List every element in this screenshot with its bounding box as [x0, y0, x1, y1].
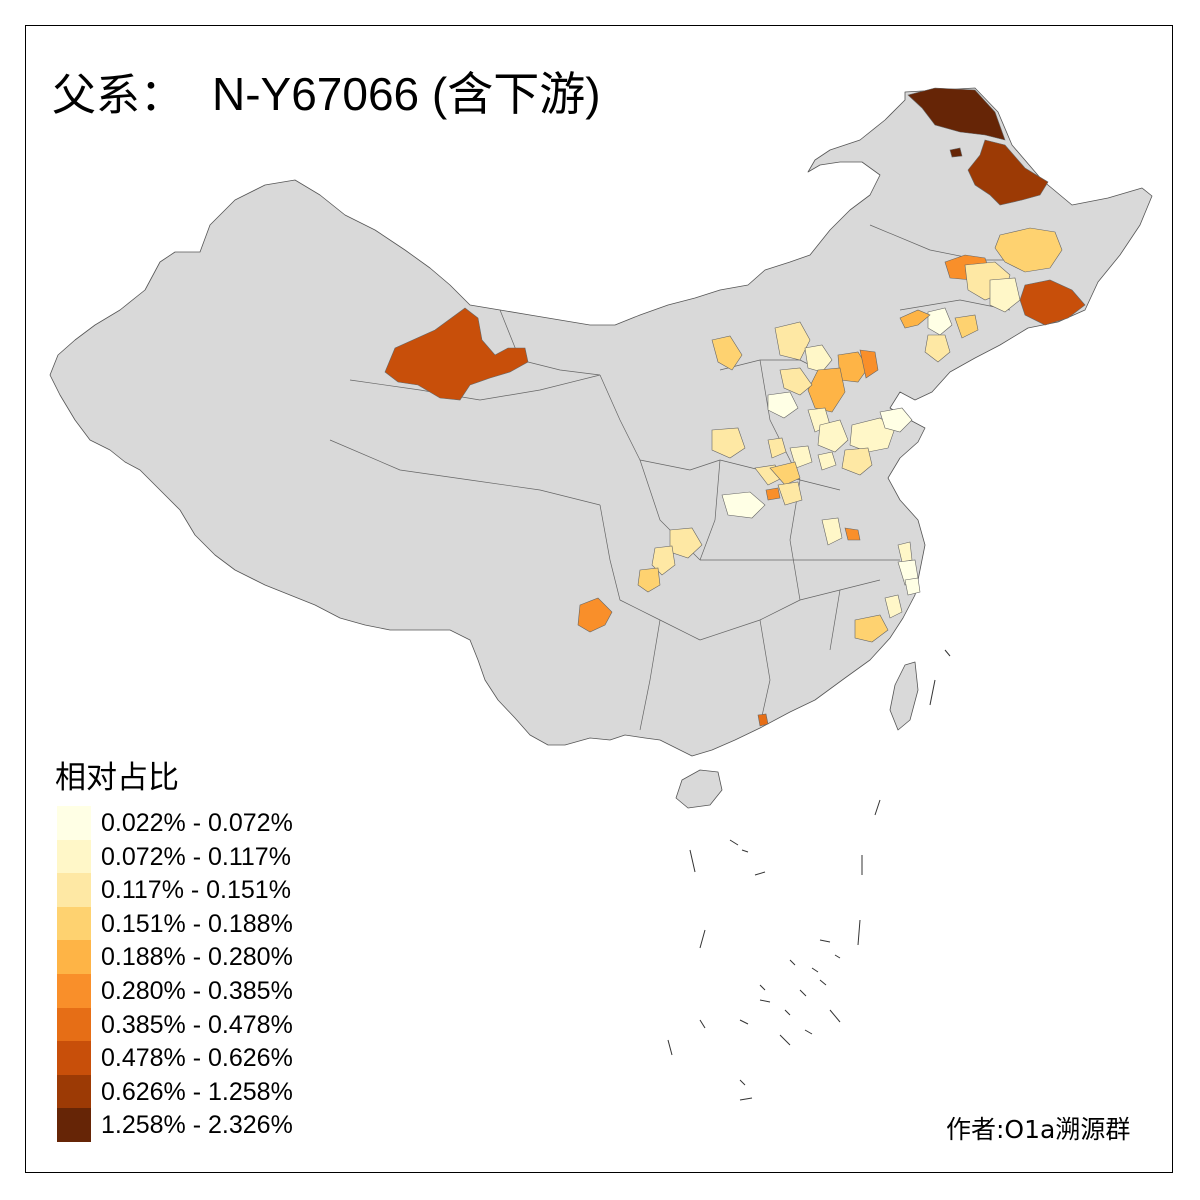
legend-label: 0.626% - 1.258% — [101, 1077, 293, 1106]
country-base — [49, 87, 1153, 809]
region-datong — [767, 391, 799, 419]
region-qinhuangdao — [859, 349, 879, 379]
region-wenzhou — [884, 594, 903, 619]
region-xinyang — [821, 517, 843, 546]
legend-label: 0.072% - 0.117% — [101, 842, 291, 871]
legend-label: 0.188% - 0.280% — [101, 943, 293, 972]
region-tangshan — [807, 367, 846, 413]
legend-swatch — [57, 839, 91, 874]
page-title: 父系： N-Y67066 (含下游) — [52, 58, 601, 124]
title-haplogroup: N-Y67066 (含下游) — [212, 68, 601, 120]
region-baoding — [779, 367, 813, 396]
legend-swatch — [57, 906, 91, 941]
region-zhengzhou — [769, 461, 801, 486]
legend-swatch — [57, 1108, 91, 1142]
south-china-sea-islands — [667, 649, 951, 1101]
legend-title: 相对占比 — [55, 760, 179, 796]
region-nanyang — [721, 491, 766, 519]
region-panzhihua — [577, 597, 613, 633]
region-taiyuan — [711, 427, 746, 459]
region-handan — [817, 451, 837, 471]
legend-label: 0.117% - 0.151% — [101, 876, 291, 905]
region-hefei — [844, 527, 861, 541]
legend-label: 1.258% - 2.326% — [101, 1111, 293, 1140]
region-urumqi — [384, 307, 529, 401]
region-chengdu — [637, 567, 661, 593]
author-credit: 作者:O1a溯源群 — [946, 1115, 1131, 1144]
region-shenyang — [927, 307, 953, 336]
region-qingdao — [879, 407, 913, 433]
region-tianjin — [849, 417, 896, 453]
legend-swatch — [57, 940, 91, 974]
region-daxinganling — [907, 87, 1006, 141]
region-fuzhou — [854, 614, 889, 643]
legend-swatch — [57, 1007, 91, 1042]
hainan-island — [675, 769, 723, 809]
region-taian — [841, 447, 873, 476]
region-small-dark — [949, 147, 963, 158]
legend-swatch — [57, 806, 91, 840]
prefecture-fills — [384, 87, 1086, 727]
region-xingtai — [789, 445, 813, 469]
china-mainland — [49, 87, 1153, 757]
legend-label: 0.022% - 0.072% — [101, 809, 293, 837]
region-nanjing — [897, 541, 913, 563]
region-jilin — [989, 277, 1021, 313]
region-suzhou — [904, 577, 921, 596]
title-prefix: 父系： — [52, 70, 184, 121]
legend-swatch — [57, 1041, 91, 1075]
region-guangzhou — [757, 713, 769, 727]
region-harbin — [994, 227, 1063, 273]
region-yuncheng — [767, 437, 787, 459]
region-beijing — [804, 344, 833, 373]
region-liaoyang — [924, 334, 951, 363]
region-tonghua — [954, 314, 979, 339]
taiwan-island — [889, 661, 919, 731]
region-jiaozuo — [777, 481, 803, 506]
region-dezhou — [817, 419, 849, 453]
legend-label: 0.151% - 0.188% — [101, 909, 293, 938]
region-heihe — [967, 139, 1049, 206]
region-luoyang — [765, 487, 781, 501]
region-mudanjiang — [1019, 279, 1086, 326]
legend-label: 0.385% - 0.478% — [101, 1010, 293, 1039]
legend-label: 0.478% - 0.626% — [101, 1044, 293, 1073]
region-hohhot — [711, 335, 743, 371]
region-chifeng — [899, 309, 931, 329]
legend-label: 0.280% - 0.385% — [101, 976, 293, 1005]
legend-swatch — [57, 873, 91, 907]
legend-swatch — [57, 1074, 91, 1109]
legend-swatch — [57, 973, 91, 1008]
